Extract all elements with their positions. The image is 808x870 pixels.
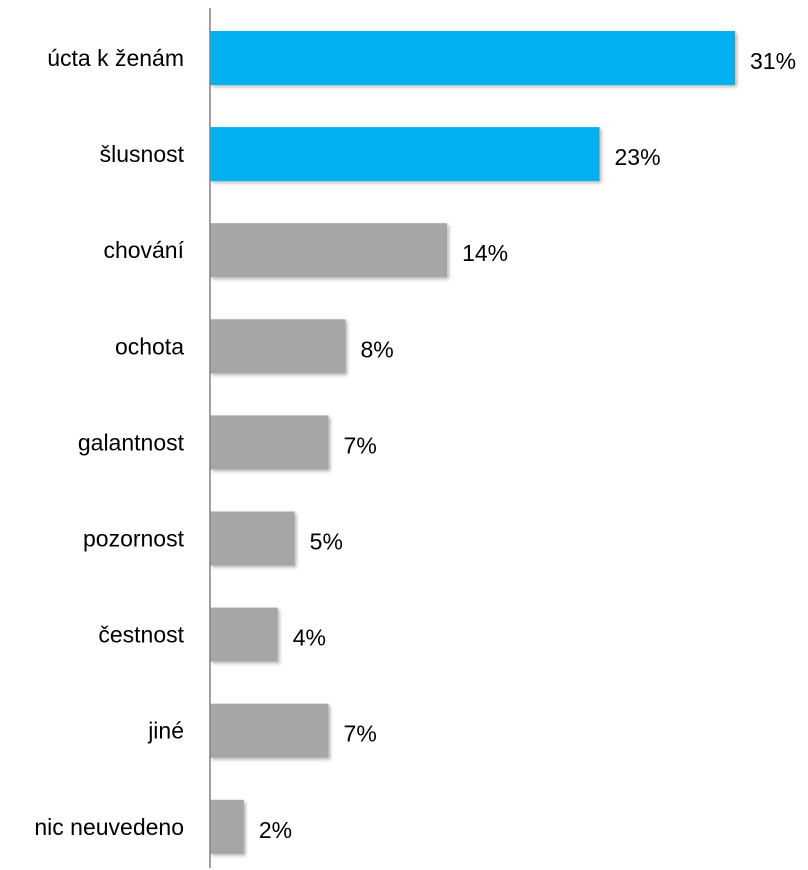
value-label-8: 2% [259,817,292,843]
bar-8 [210,799,244,854]
value-label-6: 4% [293,625,326,651]
category-label-3: ochota [115,333,184,359]
bar-6 [210,607,278,662]
value-label-7: 7% [344,721,377,747]
category-labels-group: úcta k ženám šlusnost chování ochota galantn… [34,45,184,840]
value-label-5: 5% [310,529,343,555]
bar-5 [210,511,295,566]
category-label-8: nic neuvedeno [34,814,184,840]
bar-7 [210,703,329,758]
value-labels-group: 31% 23% 14% 8% 7% 5% 4% 7% 2% [259,48,796,843]
bar-3 [210,319,346,374]
value-label-3: 8% [360,336,393,362]
bars-group [210,31,735,854]
category-label-7: jiné [147,718,184,744]
category-label-6: čestnost [98,622,184,648]
value-label-4: 7% [344,432,377,458]
category-label-5: pozornost [83,526,185,552]
bar-2 [210,223,448,278]
category-label-0: úcta k ženám [47,45,184,71]
value-label-1: 23% [615,144,661,170]
category-label-2: chování [103,237,184,263]
value-label-2: 14% [462,240,508,266]
value-label-0: 31% [750,48,796,74]
bar-0 [210,31,735,85]
bar-1 [210,127,600,182]
category-label-1: šlusnost [100,141,185,167]
category-label-4: galantnost [78,429,185,455]
bar-4 [210,415,329,470]
